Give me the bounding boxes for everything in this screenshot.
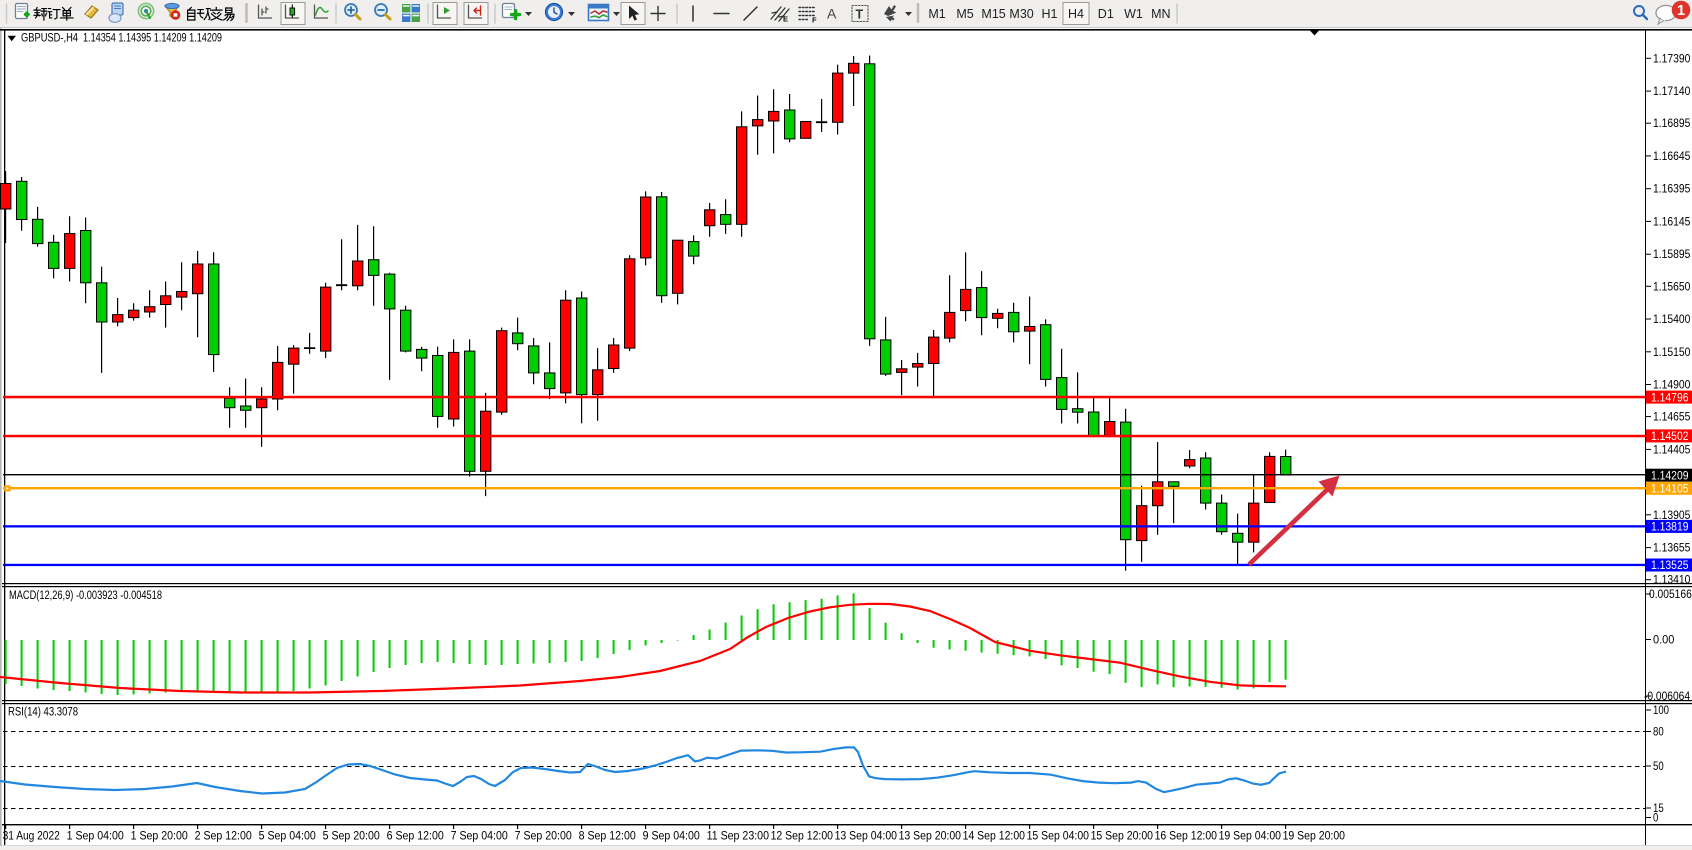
svg-text:7 Sep 04:00: 7 Sep 04:00: [451, 831, 508, 843]
svg-text:1.16145: 1.16145: [1653, 216, 1690, 228]
svg-text:0: 0: [1653, 813, 1658, 825]
svg-text:5 Sep 20:00: 5 Sep 20:00: [323, 831, 380, 843]
svg-text:11 Sep 23:00: 11 Sep 23:00: [707, 831, 769, 843]
svg-text:T: T: [856, 8, 864, 22]
svg-text:0.005166: 0.005166: [1649, 589, 1692, 601]
svg-text:15: 15: [1653, 803, 1664, 815]
svg-text:13 Sep 04:00: 13 Sep 04:00: [835, 831, 897, 843]
svg-text:W1: W1: [1124, 7, 1143, 21]
svg-text:1.13905: 1.13905: [1653, 510, 1690, 522]
svg-text:2 Sep 12:00: 2 Sep 12:00: [195, 831, 252, 843]
svg-text:1 Sep 04:00: 1 Sep 04:00: [67, 831, 124, 843]
svg-text:1.17390: 1.17390: [1653, 53, 1690, 65]
svg-text:H4: H4: [1068, 7, 1084, 21]
svg-text:GBPUSD-,H4: GBPUSD-,H4: [21, 33, 78, 45]
svg-text:1.14405: 1.14405: [1653, 444, 1690, 456]
svg-text:7 Sep 20:00: 7 Sep 20:00: [515, 831, 572, 843]
svg-text:1.16395: 1.16395: [1653, 184, 1690, 196]
svg-text:M1: M1: [928, 7, 945, 21]
svg-text:1.17140: 1.17140: [1653, 86, 1690, 98]
svg-text:1.13655: 1.13655: [1653, 543, 1690, 555]
svg-text:RSI(14) 43.3078: RSI(14) 43.3078: [8, 707, 78, 719]
svg-text:19 Sep 04:00: 19 Sep 04:00: [1219, 831, 1281, 843]
svg-text:H1: H1: [1042, 7, 1058, 21]
svg-text:100: 100: [1653, 705, 1669, 717]
svg-text:1.16645: 1.16645: [1653, 151, 1690, 163]
svg-text:12 Sep 12:00: 12 Sep 12:00: [771, 831, 833, 843]
svg-text:5 Sep 04:00: 5 Sep 04:00: [259, 831, 316, 843]
svg-text:1.14209: 1.14209: [1651, 470, 1689, 482]
svg-text:6 Sep 12:00: 6 Sep 12:00: [387, 831, 444, 843]
svg-text:1: 1: [1677, 3, 1685, 19]
svg-text:1.14900: 1.14900: [1653, 380, 1690, 392]
svg-text:15 Sep 04:00: 15 Sep 04:00: [1027, 831, 1089, 843]
svg-text:1.16895: 1.16895: [1653, 118, 1690, 130]
svg-text:0.00: 0.00: [1653, 635, 1674, 647]
svg-text:1.13525: 1.13525: [1651, 560, 1689, 572]
svg-text:13 Sep 20:00: 13 Sep 20:00: [899, 831, 961, 843]
svg-text:15 Sep 20:00: 15 Sep 20:00: [1091, 831, 1153, 843]
svg-text:-0.006064: -0.006064: [1644, 691, 1691, 703]
svg-text:14 Sep 12:00: 14 Sep 12:00: [963, 831, 1025, 843]
svg-text:50: 50: [1653, 761, 1664, 773]
svg-text:8 Sep 12:00: 8 Sep 12:00: [579, 831, 636, 843]
svg-text:1.14502: 1.14502: [1651, 431, 1689, 443]
svg-text:1.13410: 1.13410: [1653, 575, 1690, 587]
svg-text:M5: M5: [956, 7, 973, 21]
svg-text:1.14796: 1.14796: [1651, 392, 1689, 404]
svg-text:1.15150: 1.15150: [1653, 347, 1690, 359]
svg-text:MACD(12,26,9) -0.003923 -0.004: MACD(12,26,9) -0.003923 -0.004518: [9, 590, 162, 602]
svg-text:MN: MN: [1151, 7, 1170, 21]
svg-text:1.14655: 1.14655: [1653, 412, 1690, 424]
svg-text:19 Sep 20:00: 19 Sep 20:00: [1283, 831, 1345, 843]
svg-text:1.15400: 1.15400: [1653, 314, 1690, 326]
svg-text:D1: D1: [1098, 7, 1114, 21]
svg-text:1.13819: 1.13819: [1651, 522, 1689, 534]
svg-text:9 Sep 04:00: 9 Sep 04:00: [643, 831, 700, 843]
svg-text:M15: M15: [981, 7, 1005, 21]
svg-text:1 Sep 20:00: 1 Sep 20:00: [131, 831, 188, 843]
svg-text:A: A: [827, 6, 837, 22]
svg-text:1.14354 1.14395 1.14209 1.1420: 1.14354 1.14395 1.14209 1.14209: [83, 33, 222, 45]
svg-text:1.15895: 1.15895: [1653, 249, 1690, 261]
svg-text:E: E: [783, 15, 788, 24]
svg-text:F: F: [812, 16, 817, 25]
svg-text:80: 80: [1653, 727, 1664, 739]
svg-text:1.15650: 1.15650: [1653, 281, 1690, 293]
svg-text:1.14105: 1.14105: [1651, 484, 1689, 496]
svg-text:16 Sep 12:00: 16 Sep 12:00: [1155, 831, 1217, 843]
svg-text:M30: M30: [1009, 7, 1033, 21]
svg-text:31 Aug 2022: 31 Aug 2022: [3, 831, 60, 843]
